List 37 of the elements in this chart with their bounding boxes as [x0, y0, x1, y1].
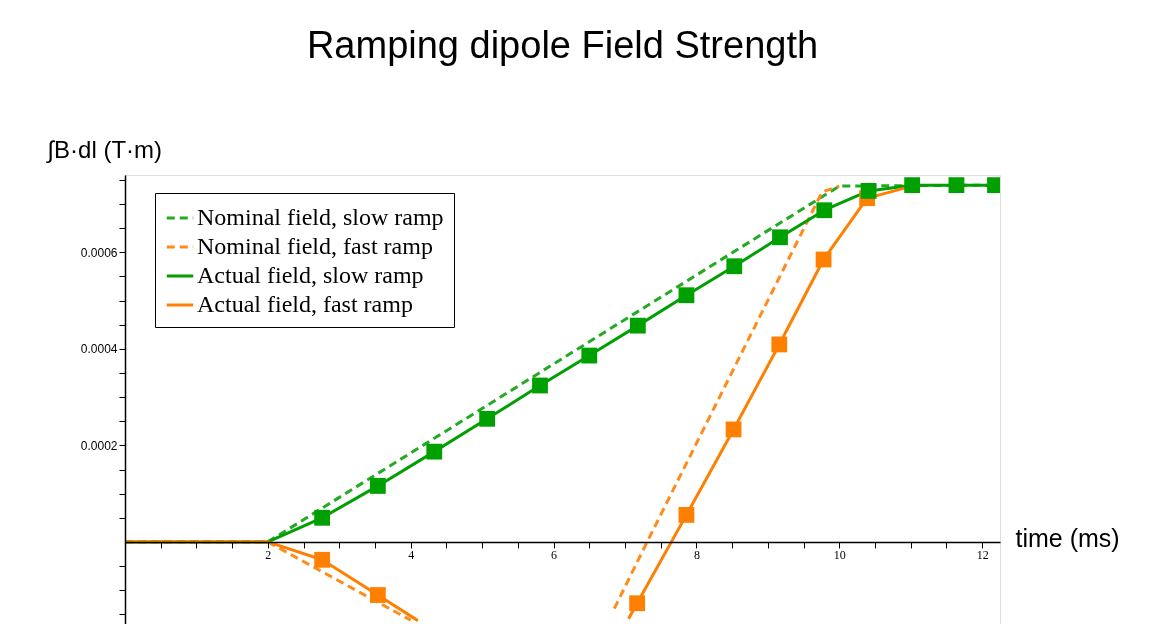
- point: [725, 421, 742, 438]
- point: [314, 509, 331, 526]
- x-tick-label: 12: [976, 548, 989, 563]
- x-tick-label: 10: [833, 548, 846, 563]
- legend-label: Actual field, fast ramp: [197, 291, 413, 317]
- point: [314, 551, 331, 568]
- y-tick-label: 0.0002: [80, 438, 118, 453]
- x-tick-label: 4: [408, 548, 415, 563]
- point: [369, 587, 386, 603]
- point: [532, 377, 548, 394]
- legend-label: Nominal field, fast ramp: [197, 233, 433, 259]
- point: [678, 506, 695, 523]
- point: [904, 177, 921, 194]
- x-tick-label: 2: [265, 548, 272, 563]
- y-tick-label: 0.0006: [80, 245, 118, 260]
- chart-title: Ramping dipole Field Strength: [306, 24, 819, 66]
- x-tick-label: 6: [551, 548, 558, 563]
- point: [815, 251, 832, 268]
- point: [726, 258, 743, 275]
- x-tick-label: 8: [693, 548, 700, 563]
- point: [860, 183, 877, 199]
- point: [678, 287, 695, 304]
- point: [816, 202, 833, 219]
- point: [629, 317, 646, 334]
- x-axis-title: time (ms): [1015, 524, 1120, 553]
- legend-label: Nominal field, slow ramp: [197, 204, 444, 230]
- legend-label: Actual field, slow ramp: [197, 262, 424, 288]
- y-axis-title: ∫B·dl (T·m): [45, 135, 163, 164]
- point: [629, 595, 646, 612]
- point: [772, 229, 788, 246]
- point: [369, 478, 386, 494]
- point: [479, 410, 496, 427]
- y-tick-label: 0.0004: [80, 342, 118, 357]
- point: [426, 443, 443, 460]
- point: [771, 336, 788, 353]
- point: [948, 177, 965, 194]
- point: [581, 347, 598, 364]
